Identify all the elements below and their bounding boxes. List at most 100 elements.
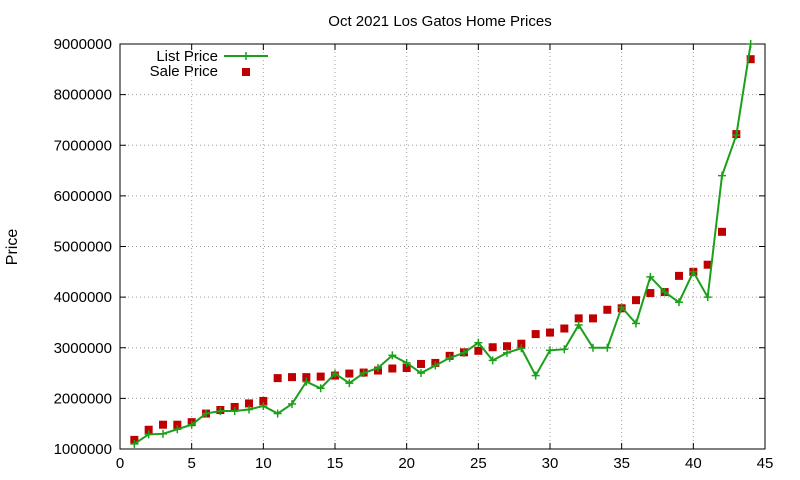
list-price-point	[130, 439, 139, 448]
list-price-point	[675, 298, 683, 307]
legend-label-sale-price: Sale Price	[150, 63, 218, 80]
x-tick-label: 0	[116, 455, 124, 472]
list-price-point	[460, 348, 468, 357]
list-price-point	[617, 303, 626, 312]
sale-price-point	[574, 314, 583, 323]
sale-price-point	[245, 399, 253, 408]
sale-price-point	[560, 324, 569, 333]
list-price-point	[488, 356, 497, 365]
sale-price-point	[589, 314, 597, 323]
list-price-point	[703, 293, 712, 302]
sale-price-point	[746, 55, 755, 64]
y-tick-label: 7000000	[54, 137, 112, 154]
x-tick-label: 35	[613, 455, 630, 472]
list-price-point	[216, 407, 225, 416]
sale-price-point	[402, 364, 411, 372]
y-axis-label: Price	[4, 229, 21, 266]
list-price-point	[718, 171, 726, 180]
list-price-point	[517, 344, 526, 353]
list-price-point	[546, 346, 554, 355]
y-tick-label: 4000000	[54, 289, 112, 306]
y-tick-label: 8000000	[54, 87, 112, 104]
sale-price-point	[531, 330, 540, 339]
sale-price-point	[517, 339, 526, 348]
sale-price-point	[675, 271, 683, 280]
sale-price-point	[159, 420, 167, 429]
sale-price-point	[144, 425, 153, 434]
sale-price-point	[703, 260, 712, 269]
x-tick-labels: 0 5 10 15 20 25 30 35 40 45	[116, 455, 774, 472]
sale-price-point	[646, 289, 655, 298]
list-price-point	[245, 405, 253, 414]
sale-price-point	[173, 420, 182, 429]
legend-marker-sale-price	[242, 68, 250, 76]
list-price-point	[632, 319, 640, 328]
sale-price-point	[632, 296, 640, 305]
list-price-point	[259, 401, 268, 410]
sale-price-point	[302, 373, 311, 382]
y-tick-label: 5000000	[54, 239, 112, 256]
list-price-point	[431, 361, 440, 370]
legend-label-list-price: List Price	[156, 48, 218, 65]
sale-price-point	[417, 359, 425, 368]
list-price-point	[603, 343, 612, 352]
tick-layer	[119, 43, 766, 450]
sale-price-point	[230, 402, 239, 411]
y-tick-label: 6000000	[54, 188, 112, 205]
list-price-point	[589, 343, 597, 352]
list-price-point	[144, 430, 153, 439]
sale-price-point	[273, 374, 282, 383]
list-price-point	[660, 288, 669, 297]
list-price-point	[288, 399, 296, 408]
list-price-point	[345, 379, 354, 388]
sale-price-point	[316, 372, 325, 381]
x-tick-label: 30	[542, 455, 559, 472]
list-price-line	[133, 43, 752, 445]
sale-price-point	[288, 373, 296, 382]
list-price-point	[359, 369, 368, 378]
series-list-price	[130, 40, 755, 448]
list-price-point	[159, 429, 167, 438]
sale-price-point	[259, 396, 268, 405]
sale-price-point	[503, 342, 511, 351]
list-price-point	[503, 348, 511, 357]
sale-price-point	[546, 328, 554, 337]
list-price-point	[689, 267, 698, 276]
list-price-point	[531, 371, 540, 380]
list-price-point	[574, 320, 583, 329]
list-price-point	[230, 407, 239, 416]
list-price-point	[302, 377, 311, 386]
x-tick-label: 5	[187, 455, 195, 472]
list-price-point	[173, 425, 182, 434]
list-price-point	[202, 409, 210, 418]
y-tick-labels: 1000000 2000000 3000000 4000000 5000000 60000…	[54, 36, 112, 458]
legend-swatch-sale-price	[242, 68, 250, 76]
legend-swatch-list-price	[224, 52, 268, 60]
list-price-point	[646, 272, 655, 281]
list-price-point	[187, 420, 196, 429]
sale-price-point	[130, 435, 139, 444]
series-layer	[130, 40, 755, 448]
series-sale-price	[130, 55, 755, 444]
list-price-point	[560, 345, 569, 354]
x-tick-label: 25	[470, 455, 487, 472]
x-tick-label: 40	[685, 455, 702, 472]
sale-price-point	[388, 364, 397, 373]
chart-title: Oct 2021 Los Gatos Home Prices	[328, 13, 551, 30]
list-price-point	[273, 409, 282, 418]
list-price-point	[417, 369, 425, 378]
x-tick-label: 15	[327, 455, 344, 472]
x-tick-label: 10	[255, 455, 272, 472]
list-price-point	[331, 369, 339, 378]
legend-marker-list-price	[242, 52, 250, 60]
list-price-point	[374, 364, 382, 372]
list-price-point	[445, 353, 454, 362]
list-price-point	[388, 351, 397, 360]
sale-price-point	[603, 305, 612, 314]
x-tick-label: 45	[757, 455, 774, 472]
sale-price-point	[474, 346, 483, 355]
grid-layer	[120, 44, 765, 449]
sale-price-point	[345, 369, 354, 378]
y-tick-label: 3000000	[54, 340, 112, 357]
